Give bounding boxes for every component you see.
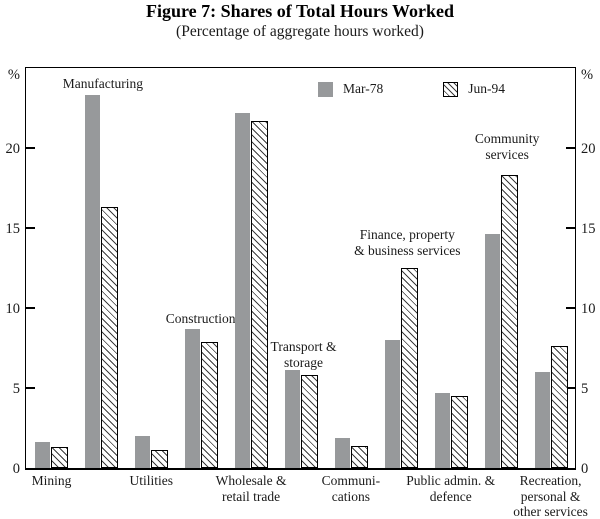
y-tick-right — [566, 227, 575, 229]
category-label-1: Manufacturing — [62, 76, 143, 91]
bar-jun-94-3 — [201, 341, 219, 468]
y-tick-left — [26, 307, 35, 309]
category-label-9: Community services — [474, 131, 540, 162]
category-label-3: Construction — [165, 311, 236, 326]
bar-jun-94-5 — [301, 375, 318, 468]
legend-label-jun94: Jun-94 — [468, 81, 505, 96]
ytick-label-left: 5 — [12, 380, 20, 397]
bar-jun-94-9 — [500, 175, 518, 468]
ytick-label-right: 5 — [581, 380, 589, 397]
bar-mar-78-2 — [135, 436, 151, 468]
legend-swatch-solid — [318, 81, 333, 97]
bar-mar-78-8 — [434, 392, 450, 468]
legend-swatch-hatched — [443, 81, 459, 97]
bar-jun-94-7 — [400, 268, 418, 468]
figure-subtitle: (Percentage of aggregate hours worked) — [176, 23, 424, 40]
bar-mar-78-1 — [85, 95, 101, 468]
bar-mar-78-7 — [384, 340, 400, 468]
ytick-label-left: 10 — [5, 300, 21, 317]
legend-label-mar78: Mar-78 — [343, 81, 384, 96]
ytick-label-left: 0 — [12, 460, 20, 477]
bar-mar-78-4 — [235, 112, 251, 468]
y-tick-left — [26, 387, 35, 389]
bar-mar-78-5 — [285, 370, 300, 468]
bar-jun-94-4 — [251, 120, 269, 468]
ytick-label-right: 15 — [581, 220, 596, 237]
bar-jun-94-2 — [151, 450, 169, 468]
bar-jun-94-0 — [51, 447, 69, 468]
y-tick-right — [566, 307, 575, 309]
bar-jun-94-8 — [450, 396, 468, 468]
bar-jun-94-1 — [101, 207, 119, 468]
ytick-label-left: 15 — [5, 220, 21, 237]
y-unit-left: % — [7, 67, 20, 83]
bar-mar-78-6 — [334, 437, 350, 468]
plot-area: Mar-78 Jun-94 Manufacturing Construction T… — [25, 67, 576, 470]
bar-mar-78-3 — [185, 328, 201, 468]
category-label-4: Wholesale & retail trade — [215, 473, 287, 504]
category-label-0: Mining — [31, 473, 72, 488]
y-unit-right: % — [581, 67, 594, 83]
figure-title: Figure 7: Shares of Total Hours Worked — [145, 1, 455, 21]
bar-mar-78-0 — [35, 442, 51, 468]
y-tick-right — [566, 387, 575, 389]
category-label-10: Recreation, personal & other services — [513, 473, 588, 519]
ytick-label-left: 20 — [5, 140, 21, 157]
category-label-2: Utilities — [129, 473, 174, 488]
category-label-8: Public admin. & defence — [406, 473, 496, 504]
category-label-7: Finance, property & business services — [354, 227, 461, 258]
y-tick-right — [566, 147, 575, 149]
category-label-6: Communi-cations — [321, 473, 381, 504]
legend-item-mar78: Mar-78 — [318, 81, 383, 97]
bar-mar-78-10 — [534, 372, 550, 468]
bar-jun-94-6 — [350, 445, 368, 468]
bar-jun-94-10 — [550, 346, 568, 468]
legend: Mar-78 Jun-94 — [318, 81, 505, 97]
ytick-label-right: 10 — [581, 300, 596, 317]
ytick-label-right: 0 — [581, 460, 589, 477]
ytick-label-right: 20 — [581, 140, 596, 157]
bar-mar-78-9 — [484, 234, 500, 468]
y-tick-left — [26, 147, 35, 149]
legend-item-jun94: Jun-94 — [443, 81, 505, 97]
category-label-5: Transport & storage — [270, 339, 337, 370]
y-tick-left — [26, 227, 35, 229]
